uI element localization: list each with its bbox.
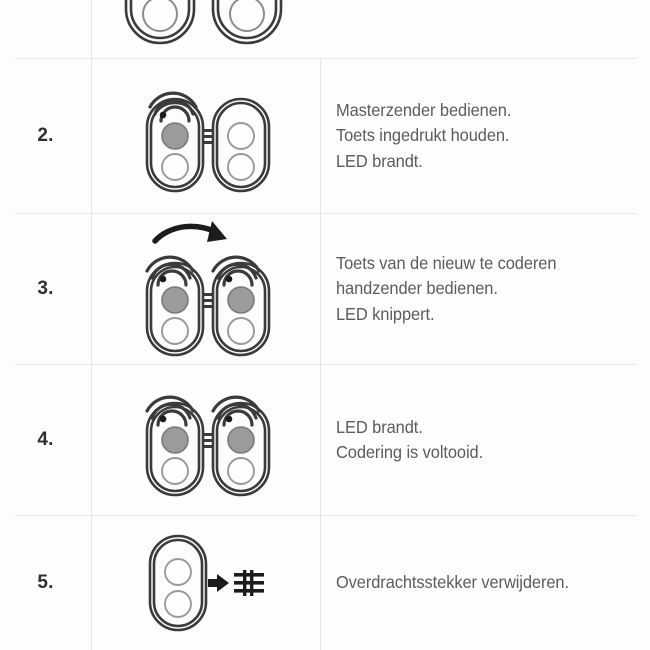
transfer-plug-icon (233, 570, 264, 596)
led-indicator-icon (159, 275, 166, 283)
row-number: 3. (37, 278, 54, 299)
row-separator-3 (15, 364, 637, 365)
led-indicator-icon (225, 415, 232, 423)
table-row: 5. (0, 516, 650, 650)
transfer-plug-icon (202, 293, 213, 308)
column-divider-number (91, 0, 92, 650)
led-indicator-icon (159, 111, 166, 119)
row-figure (91, 532, 320, 634)
row-figure (91, 0, 320, 49)
row-figure (91, 379, 320, 501)
row-separator-1 (15, 58, 637, 59)
curved-arrow-icon (151, 221, 227, 244)
table-row: 2. (0, 59, 650, 213)
transfer-plug-icon (202, 129, 213, 144)
table-row: Overdrachtsstekker verbinden. (0, 0, 650, 58)
row-number: 4. (37, 429, 54, 450)
row-figure (91, 77, 320, 195)
table-row: 4. (0, 365, 650, 515)
row-number: 2. (37, 125, 54, 146)
row-text: Masterzender bedienen. Toets ingedrukt h… (335, 100, 512, 171)
row-number: 5. (37, 572, 54, 593)
row-text: Toets van de nieuw te coderen handzender… (335, 253, 557, 324)
row-separator-4 (15, 515, 637, 516)
arrow-right-icon (207, 574, 229, 592)
transfer-plug-icon (202, 433, 213, 448)
led-indicator-icon (159, 415, 166, 423)
row-text: Overdrachtsstekker verbinden. (320, 0, 630, 2)
led-indicator-icon (225, 275, 232, 283)
row-separator-2 (15, 213, 637, 214)
row-text: LED brandt. Codering is voltooid. (335, 416, 484, 462)
column-divider-figure (320, 58, 321, 650)
row-figure (91, 219, 320, 359)
row-text: Overdrachtsstekker verwijderen. (335, 572, 569, 593)
table-row: 3. (0, 214, 650, 364)
